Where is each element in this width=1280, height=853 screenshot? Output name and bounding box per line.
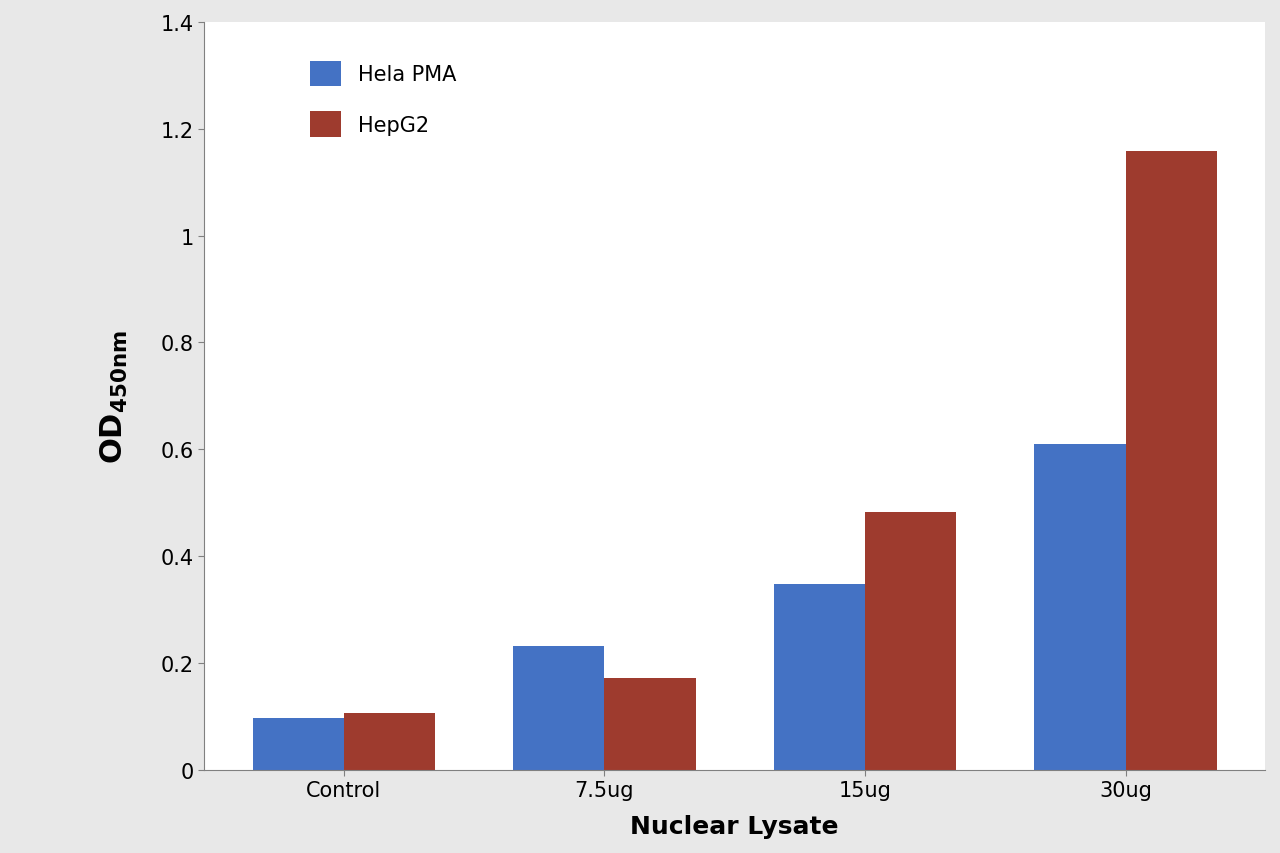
Bar xyxy=(344,713,435,769)
Bar xyxy=(1125,152,1217,769)
Bar xyxy=(604,678,695,769)
Legend: Hela PMA, HepG2: Hela PMA, HepG2 xyxy=(289,41,477,158)
Bar xyxy=(865,512,956,769)
Bar xyxy=(774,584,865,769)
Text: $\mathbf{OD_{450nm}}$: $\mathbf{OD_{450nm}}$ xyxy=(99,329,129,463)
Bar xyxy=(1034,444,1125,769)
Bar xyxy=(513,646,604,769)
X-axis label: Nuclear Lysate: Nuclear Lysate xyxy=(631,814,838,838)
Bar xyxy=(252,718,344,769)
